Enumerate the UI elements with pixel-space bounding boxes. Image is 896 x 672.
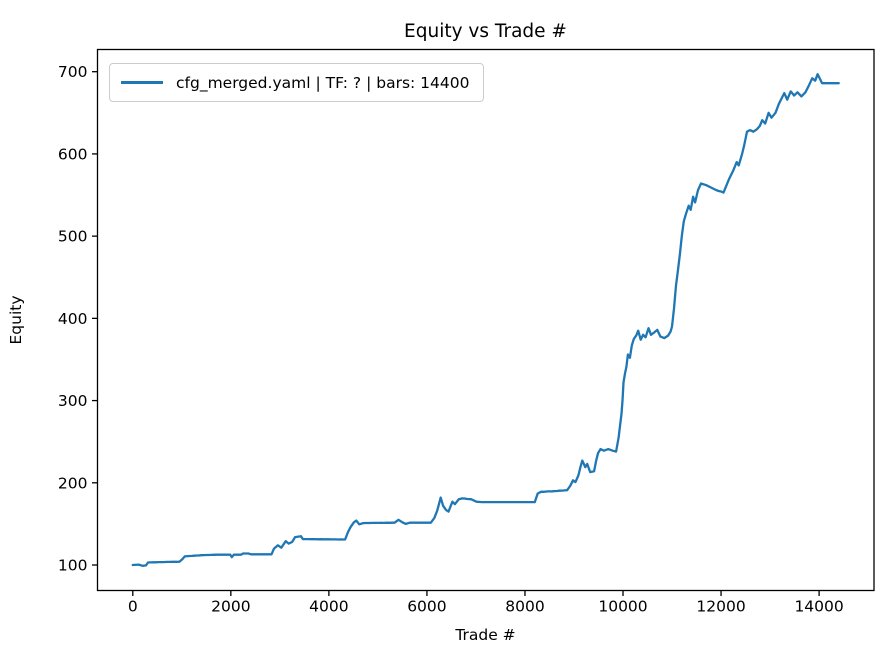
equity-line [131, 73, 840, 567]
x-tick-label: 2000 [211, 598, 250, 616]
axes-spines [96, 48, 875, 592]
xaxis-label: Trade # [455, 626, 516, 644]
y-tick-label: 600 [58, 145, 88, 163]
y-tick-label: 700 [58, 63, 88, 81]
x-tick-label: 10000 [598, 598, 647, 616]
yaxis-label: Equity [7, 295, 25, 345]
x-tick-label: 6000 [407, 598, 446, 616]
x-tick-label: 14000 [794, 598, 843, 616]
legend: cfg_merged.yaml | TF: ? | bars: 14400 [109, 63, 485, 102]
x-tick-label: 0 [128, 598, 138, 616]
x-tick-label: 8000 [505, 598, 544, 616]
y-tick-label: 200 [58, 474, 88, 492]
legend-label: cfg_merged.yaml | TF: ? | bars: 14400 [176, 73, 470, 92]
chart-title: Equity vs Trade # [404, 21, 567, 42]
y-tick-label: 400 [58, 310, 88, 328]
y-tick-label: 100 [58, 557, 88, 575]
legend-line-sample-icon [121, 81, 163, 84]
x-tick-label: 4000 [309, 598, 348, 616]
y-tick-label: 500 [58, 228, 88, 246]
x-tick-label: 12000 [696, 598, 745, 616]
y-tick-label: 300 [58, 392, 88, 410]
